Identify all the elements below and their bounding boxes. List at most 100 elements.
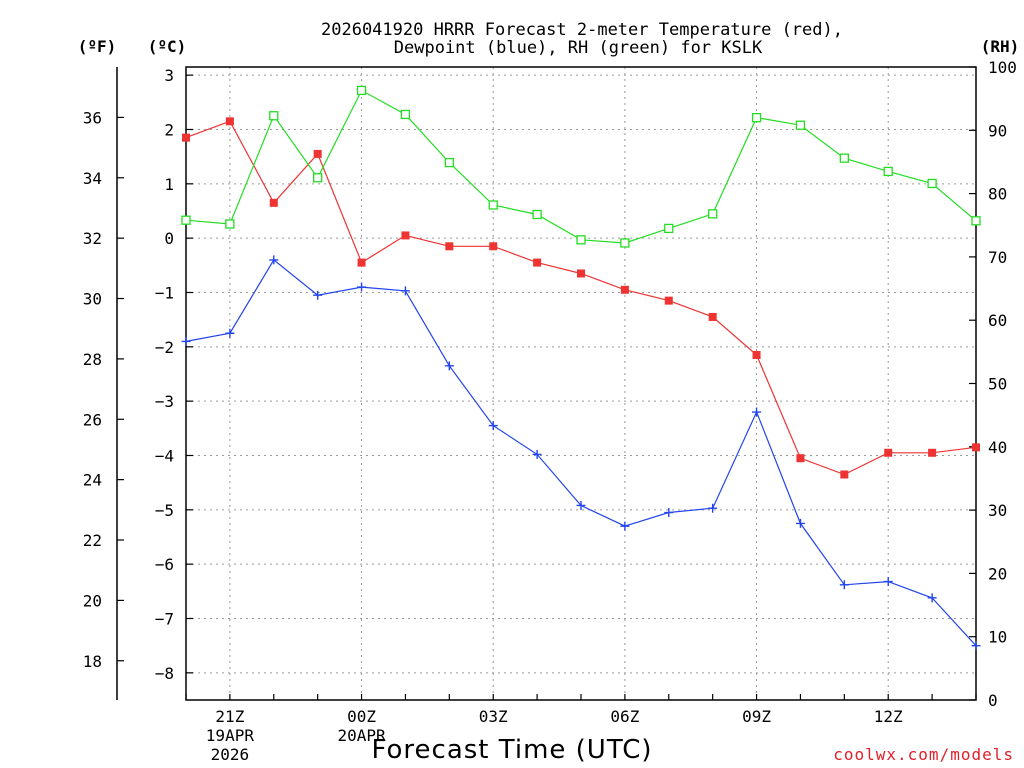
temperature-point xyxy=(445,242,454,251)
dewpoint-series-line xyxy=(185,259,977,647)
rh-tick-label: 0 xyxy=(988,691,998,710)
rh-point xyxy=(181,215,191,225)
temperature-point xyxy=(752,350,761,359)
rh-tick-label: 20 xyxy=(988,564,1007,583)
temperature-point xyxy=(489,242,498,251)
dewpoint-point xyxy=(488,421,498,431)
fahrenheit-tick-label: 36 xyxy=(83,108,102,127)
temperature-point xyxy=(884,448,893,457)
rh-point xyxy=(664,223,674,234)
credit-text: coolwx.com/models xyxy=(833,745,1014,764)
celsius-tick-label: 2 xyxy=(164,120,174,139)
rh-unit-label: (RH) xyxy=(981,37,1020,56)
celsius-tick-label: −2 xyxy=(155,338,174,357)
fahrenheit-tick-label: 32 xyxy=(83,229,102,248)
fahrenheit-tick-label: 28 xyxy=(83,350,102,369)
temperature-point xyxy=(269,198,278,207)
rh-point xyxy=(576,235,586,245)
dewpoint-point xyxy=(752,407,762,417)
temperature-point xyxy=(840,470,849,479)
temperature-point xyxy=(796,454,805,463)
dewpoint-point xyxy=(883,577,893,587)
temperature-point xyxy=(357,258,366,267)
rh-tick-label: 10 xyxy=(988,628,1007,647)
rh-tick-label: 80 xyxy=(988,185,1007,204)
rh-point xyxy=(444,157,454,168)
rh-tick-label: 30 xyxy=(988,501,1007,520)
dewpoint-point xyxy=(664,508,674,518)
temperature-point xyxy=(225,117,234,126)
rh-point xyxy=(356,85,367,96)
x-axis-title: Forecast Time (UTC) xyxy=(371,735,652,765)
rh-series-line xyxy=(185,89,977,244)
rh-point xyxy=(225,219,235,229)
rh-tick-label: 60 xyxy=(988,311,1007,330)
rh-tick-label: 50 xyxy=(988,375,1007,394)
fahrenheit-tick-label: 26 xyxy=(83,410,102,429)
dewpoint-point xyxy=(181,336,191,346)
temperature-point xyxy=(401,231,410,240)
dewpoint-point xyxy=(971,641,981,651)
fahrenheit-tick-label: 20 xyxy=(83,591,102,610)
x-tick-label: 00Z xyxy=(347,707,376,726)
rh-point xyxy=(751,112,762,123)
celsius-tick-label: −3 xyxy=(155,392,174,411)
x-tick-label: 12Z xyxy=(874,707,903,726)
temperature-point xyxy=(708,312,717,321)
fahrenheit-tick-label: 22 xyxy=(83,531,102,550)
dewpoint-point xyxy=(225,328,235,338)
axes: 363432302826242220183210−1−2−3−4−5−6−7−8… xyxy=(83,58,1017,764)
rh-point xyxy=(839,153,849,163)
temperature-point xyxy=(182,133,190,142)
dewpoint-point xyxy=(269,255,279,265)
temperature-point xyxy=(928,448,937,457)
x-tick-label: 21Z xyxy=(215,707,244,726)
celsius-tick-label: −8 xyxy=(155,664,174,683)
x-tick-label: 20APR xyxy=(337,726,386,745)
x-tick-label: 2026 xyxy=(211,745,250,764)
fahrenheit-tick-label: 34 xyxy=(83,169,102,188)
temperature-point xyxy=(533,258,542,267)
rh-point xyxy=(400,109,411,120)
chart-title-line2: Dewpoint (blue), RH (green) for KSLK xyxy=(394,38,763,58)
rh-point xyxy=(708,209,718,219)
temperature-point xyxy=(620,285,629,294)
temperature-point xyxy=(577,269,585,278)
celsius-tick-label: 3 xyxy=(164,66,174,85)
celsius-unit-label: (ºC) xyxy=(148,37,187,56)
dewpoint-point xyxy=(357,282,367,292)
rh-point xyxy=(313,173,323,183)
rh-tick-label: 100 xyxy=(988,58,1017,77)
x-tick-label: 09Z xyxy=(742,707,771,726)
dewpoint-point xyxy=(444,361,454,371)
rh-point xyxy=(488,200,498,210)
chart-title-line1: 2026041920 HRRR Forecast 2-meter Tempera… xyxy=(321,20,843,40)
fahrenheit-tick-label: 18 xyxy=(83,652,102,671)
series-layer xyxy=(181,85,981,651)
dewpoint-point xyxy=(927,593,937,603)
dewpoint-point xyxy=(313,290,323,300)
celsius-tick-label: −5 xyxy=(155,501,174,520)
rh-point xyxy=(620,238,630,248)
celsius-tick-label: −7 xyxy=(155,609,174,628)
rh-point xyxy=(883,166,893,177)
dewpoint-point xyxy=(400,286,410,296)
celsius-tick-label: 1 xyxy=(164,175,174,194)
fahrenheit-tick-label: 24 xyxy=(83,471,102,490)
rh-tick-label: 70 xyxy=(988,248,1007,267)
dewpoint-point xyxy=(576,500,586,510)
temperature-series-line xyxy=(185,120,977,476)
rh-point xyxy=(927,178,937,189)
dewpoint-point xyxy=(620,521,630,531)
x-tick-label: 06Z xyxy=(610,707,639,726)
rh-point xyxy=(269,111,279,121)
rh-tick-label: 90 xyxy=(988,121,1007,140)
rh-point xyxy=(532,209,542,220)
dewpoint-point xyxy=(708,503,718,513)
celsius-tick-label: −1 xyxy=(155,283,174,302)
temperature-point xyxy=(972,443,980,452)
rh-point xyxy=(971,216,981,226)
temperature-point xyxy=(664,296,673,305)
celsius-tick-label: 0 xyxy=(164,229,174,248)
